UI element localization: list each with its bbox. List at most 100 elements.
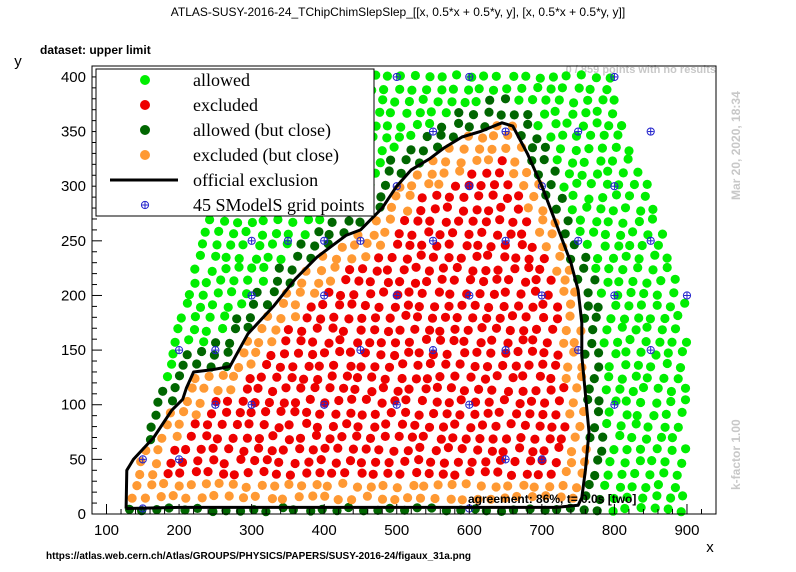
scan-point	[628, 386, 638, 397]
scan-point	[192, 359, 202, 369]
scan-point	[310, 288, 320, 298]
scan-point	[584, 479, 594, 490]
scan-point	[649, 411, 659, 421]
scan-point	[402, 254, 412, 264]
scan-point	[487, 335, 497, 345]
scan-point	[592, 118, 602, 128]
scan-point	[434, 179, 444, 189]
x-tick-label: 800	[602, 522, 627, 539]
scan-point	[283, 229, 293, 239]
scan-point	[365, 433, 376, 443]
scan-point	[204, 371, 214, 381]
scan-point	[378, 95, 388, 105]
scan-point	[257, 480, 267, 490]
scan-point	[132, 481, 142, 491]
scan-point	[417, 193, 427, 203]
scan-point	[222, 396, 233, 406]
scan-point	[660, 422, 670, 432]
scan-point	[546, 275, 556, 285]
scan-point	[404, 287, 414, 297]
grid-point-circle	[247, 291, 256, 300]
scan-point	[680, 298, 690, 308]
scan-point	[293, 348, 304, 358]
scan-point	[439, 168, 449, 178]
grid-point-marker	[320, 400, 329, 409]
scan-point	[368, 469, 378, 479]
scan-point	[308, 337, 318, 347]
scan-point	[591, 263, 601, 273]
scan-point	[617, 322, 627, 332]
scan-point	[403, 493, 413, 503]
scan-point	[458, 206, 469, 216]
scan-point	[517, 240, 527, 250]
scan-point	[394, 431, 404, 441]
timestamp-label: Mar 20, 2020, 18:34	[729, 91, 743, 200]
scan-point	[168, 491, 178, 501]
scan-point	[635, 456, 646, 466]
scan-point	[501, 143, 511, 153]
legend-label: excluded	[193, 95, 258, 115]
scan-point	[526, 456, 536, 466]
scan-point	[206, 409, 217, 419]
scan-point	[257, 323, 267, 334]
scan-point	[486, 494, 496, 504]
scan-point	[441, 359, 451, 369]
scan-point	[251, 254, 262, 264]
scan-point	[539, 348, 549, 358]
scan-point	[361, 394, 371, 404]
scan-point	[452, 313, 462, 323]
grid-point-marker	[392, 72, 401, 82]
scan-point	[331, 254, 342, 264]
grid-point-circle	[428, 236, 438, 245]
scan-point	[555, 251, 565, 261]
scan-point	[602, 418, 612, 429]
scan-point	[417, 240, 427, 250]
scan-point	[148, 470, 158, 480]
grid-point-marker	[247, 236, 256, 245]
scan-point	[500, 252, 510, 262]
scan-point	[207, 266, 217, 276]
scan-point	[357, 468, 367, 478]
grid-point-circle	[465, 72, 474, 82]
grid-point-circle	[465, 291, 474, 300]
scan-point	[395, 84, 405, 94]
scan-point	[484, 107, 494, 117]
scan-point	[383, 326, 394, 337]
scan-point	[511, 253, 521, 263]
scan-point	[270, 481, 280, 491]
scan-point	[404, 347, 414, 357]
scan-point	[575, 226, 585, 236]
scan-point	[276, 406, 286, 416]
scan-point	[585, 84, 595, 94]
scan-point	[338, 478, 348, 488]
scan-point	[621, 396, 631, 406]
scan-point	[377, 146, 387, 156]
scan-point	[380, 227, 390, 237]
legend-entry-allowed_close: allowed (but close)	[140, 120, 331, 141]
scan-point	[273, 214, 283, 225]
scan-point	[356, 458, 366, 468]
scan-point	[483, 155, 494, 165]
scan-point	[661, 409, 671, 419]
scan-point	[159, 478, 169, 489]
scan-point	[170, 445, 180, 455]
scan-point	[352, 431, 362, 441]
scan-point	[662, 262, 672, 273]
scan-point	[495, 215, 505, 225]
scan-point	[472, 251, 482, 261]
scan-point	[624, 191, 635, 201]
scan-point	[424, 266, 434, 276]
scan-point	[484, 206, 494, 216]
scan-point	[376, 350, 386, 360]
scan-point	[212, 434, 222, 444]
grid-point-marker	[465, 291, 474, 300]
scan-point	[441, 217, 451, 227]
scan-point	[250, 455, 260, 466]
scan-point	[448, 84, 458, 94]
scan-point	[394, 229, 404, 239]
scan-point	[676, 507, 686, 517]
scan-point	[657, 325, 667, 335]
scan-point	[529, 482, 539, 492]
scan-point	[218, 370, 228, 380]
scan-point	[409, 480, 419, 491]
